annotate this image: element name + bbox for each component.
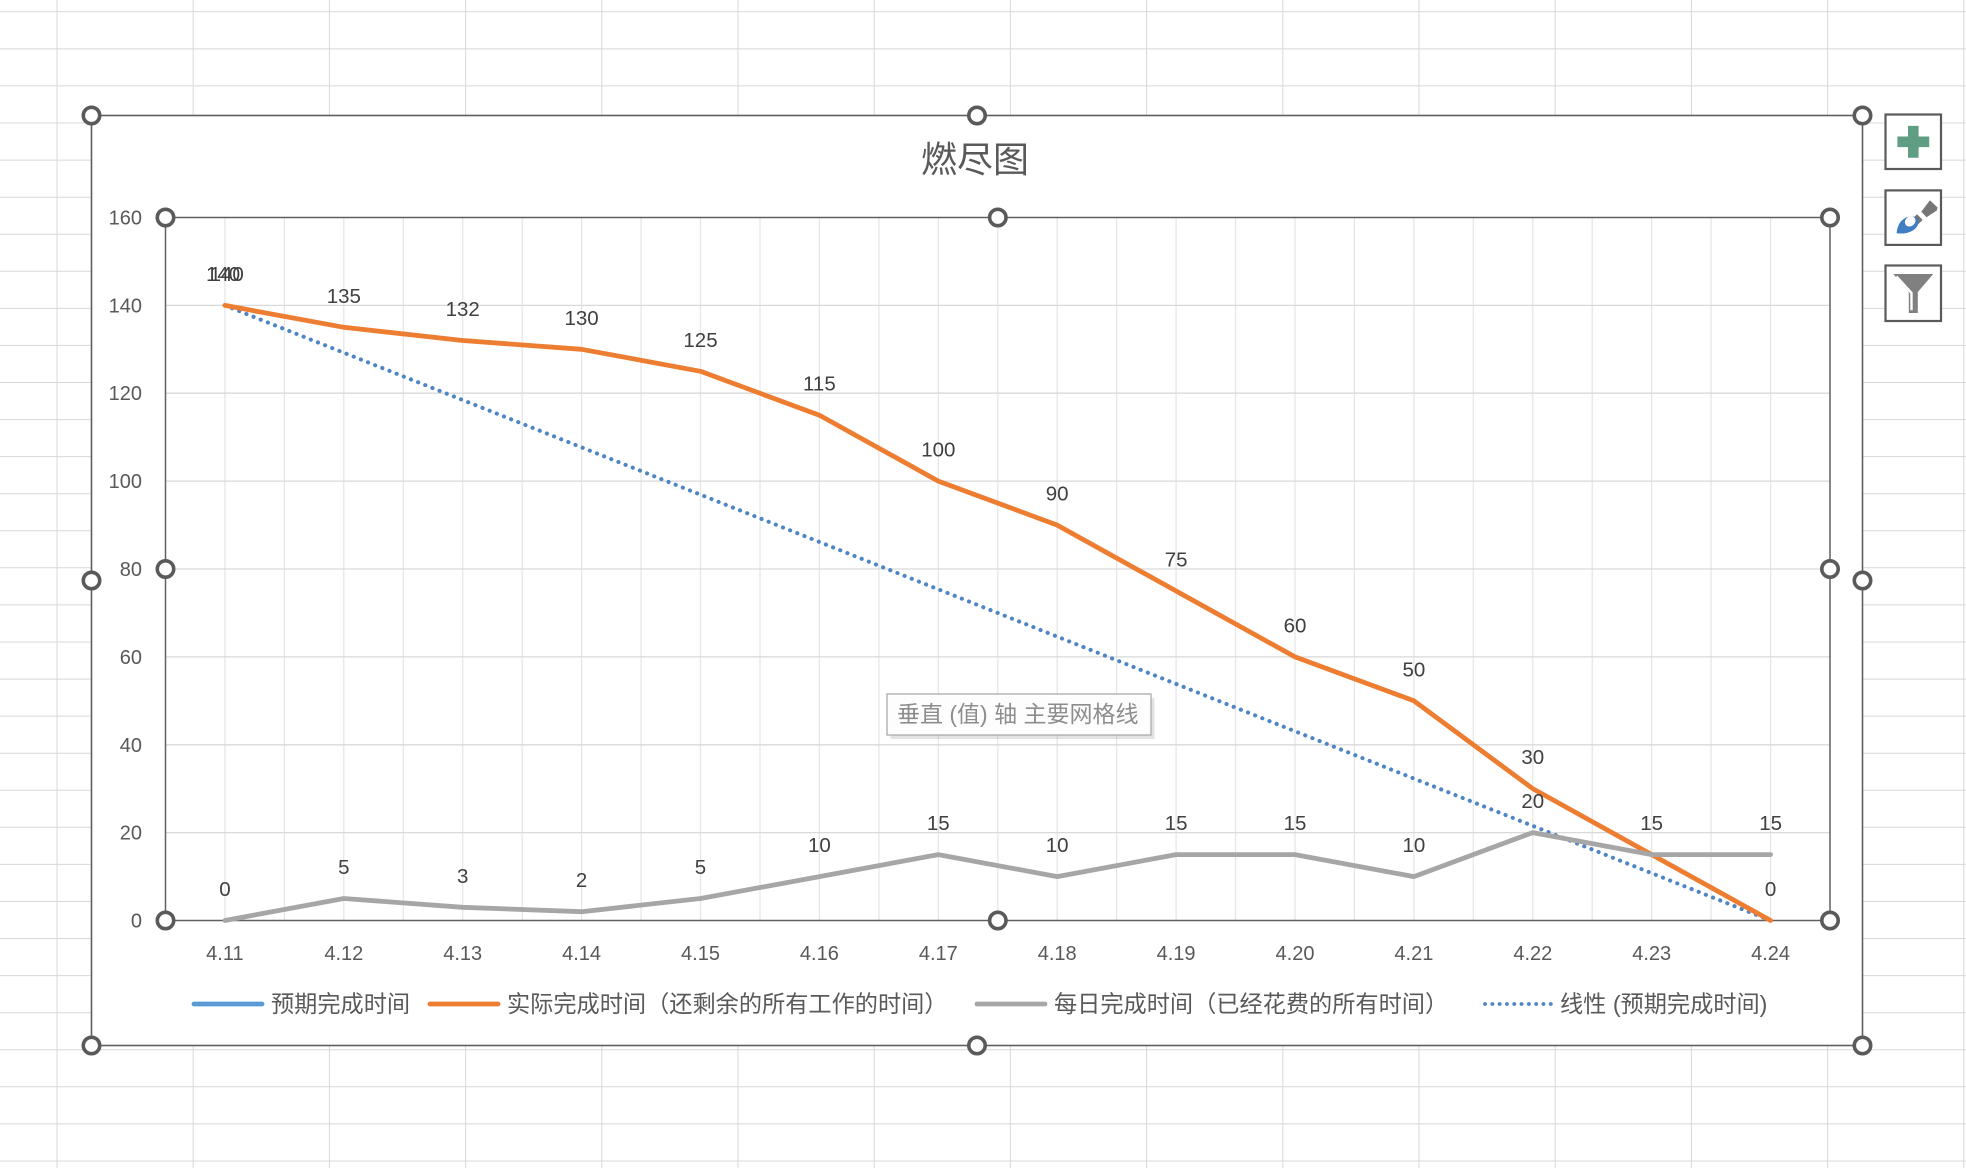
svg-text:15: 15	[1165, 812, 1188, 835]
svg-text:160: 160	[109, 208, 142, 230]
svg-text:4.17: 4.17	[919, 943, 958, 965]
svg-text:15: 15	[1640, 812, 1663, 835]
svg-text:实际完成时间（还剩余的所有工作的时间）: 实际完成时间（还剩余的所有工作的时间）	[507, 991, 948, 1017]
svg-text:0: 0	[1765, 878, 1776, 901]
svg-text:10: 10	[808, 834, 831, 857]
svg-text:4.16: 4.16	[800, 943, 839, 965]
svg-text:120: 120	[109, 383, 142, 405]
svg-text:线性 (预期完成时间): 线性 (预期完成时间)	[1560, 991, 1767, 1017]
svg-text:140: 140	[210, 263, 244, 286]
svg-text:100: 100	[921, 439, 955, 462]
svg-text:4.24: 4.24	[1751, 943, 1790, 965]
svg-text:4.14: 4.14	[562, 943, 601, 965]
svg-text:90: 90	[1046, 483, 1069, 506]
svg-text:预期完成时间: 预期完成时间	[271, 991, 410, 1017]
svg-text:20: 20	[120, 823, 142, 845]
svg-text:115: 115	[803, 373, 836, 396]
svg-text:15: 15	[927, 812, 950, 835]
svg-text:4.13: 4.13	[443, 943, 482, 965]
svg-text:5: 5	[695, 856, 706, 879]
svg-text:20: 20	[1521, 790, 1544, 813]
svg-text:4.21: 4.21	[1394, 943, 1433, 965]
svg-text:4.11: 4.11	[206, 943, 243, 965]
svg-text:10: 10	[1046, 834, 1069, 857]
svg-text:132: 132	[446, 298, 480, 321]
svg-text:0: 0	[131, 911, 142, 933]
svg-text:15: 15	[1759, 812, 1782, 835]
svg-text:80: 80	[120, 559, 142, 581]
svg-text:10: 10	[1402, 834, 1425, 857]
svg-text:3: 3	[457, 865, 468, 888]
svg-text:135: 135	[327, 285, 361, 308]
svg-text:2: 2	[576, 869, 587, 892]
svg-text:每日完成时间（已经花费的所有时间）: 每日完成时间（已经花费的所有时间）	[1054, 991, 1448, 1017]
svg-text:0: 0	[219, 878, 230, 901]
svg-text:4.20: 4.20	[1276, 943, 1315, 965]
svg-text:15: 15	[1284, 812, 1307, 835]
svg-text:燃尽图: 燃尽图	[921, 139, 1029, 180]
svg-text:4.19: 4.19	[1157, 943, 1196, 965]
svg-text:75: 75	[1165, 549, 1188, 572]
svg-text:60: 60	[120, 647, 142, 669]
svg-text:5: 5	[338, 856, 349, 879]
svg-text:130: 130	[564, 307, 598, 330]
svg-text:4.12: 4.12	[324, 943, 363, 965]
svg-text:60: 60	[1284, 614, 1307, 637]
svg-text:40: 40	[120, 735, 142, 757]
svg-text:140: 140	[206, 263, 240, 286]
svg-text:4.15: 4.15	[681, 943, 720, 965]
svg-text:垂直 (值) 轴 主要网格线: 垂直 (值) 轴 主要网格线	[897, 701, 1139, 727]
svg-text:125: 125	[683, 329, 717, 352]
svg-text:30: 30	[1521, 746, 1544, 769]
svg-text:100: 100	[109, 471, 142, 493]
svg-text:140: 140	[109, 295, 142, 317]
svg-text:50: 50	[1402, 658, 1425, 681]
svg-text:4.22: 4.22	[1513, 943, 1552, 965]
svg-text:4.18: 4.18	[1038, 943, 1077, 965]
svg-text:4.23: 4.23	[1632, 943, 1671, 965]
